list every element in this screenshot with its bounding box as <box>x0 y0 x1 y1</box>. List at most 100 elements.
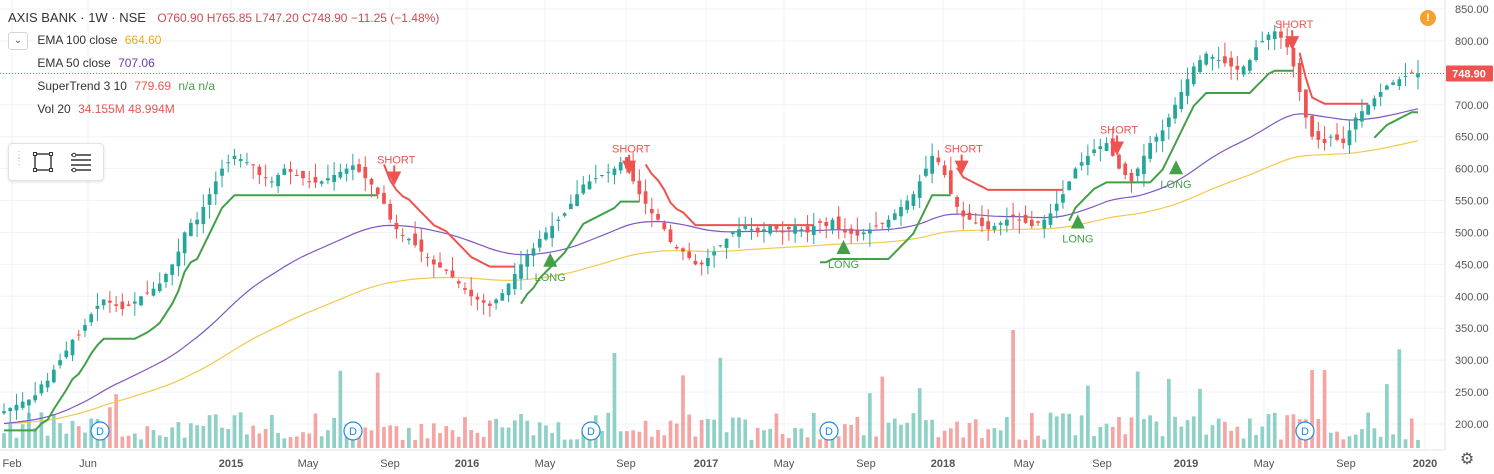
price-tick-label: 650.00 <box>1455 132 1489 144</box>
volume-bar <box>1117 417 1121 448</box>
short-arrow <box>622 160 637 175</box>
volume-bar <box>1397 349 1402 448</box>
volume-bar <box>1229 430 1233 448</box>
volume-bar <box>512 420 517 448</box>
legend-supertrend-row[interactable]: SuperTrend 3 10 779.69 n/a n/a <box>8 75 439 98</box>
volume-bar <box>1104 423 1109 448</box>
chevron-down-icon[interactable]: ⌄ <box>8 31 28 50</box>
candle-body <box>1098 146 1103 150</box>
horizontal-lines-icon[interactable] <box>69 150 93 174</box>
volume-bar <box>251 425 256 448</box>
candle-body <box>961 210 966 217</box>
candle-body <box>924 168 928 176</box>
candle-body <box>874 225 878 227</box>
candle-body <box>1366 104 1371 115</box>
candle-body <box>139 296 143 306</box>
volume-bar <box>1198 388 1202 448</box>
dividend-label: D <box>96 426 104 438</box>
candle-body <box>637 180 642 195</box>
candle-body <box>581 184 586 194</box>
volume-bar <box>120 436 125 448</box>
volume-bar <box>1092 435 1096 448</box>
volume-bar <box>1185 420 1190 448</box>
candle-body <box>1166 117 1171 127</box>
ema100-value: 664.60 <box>124 33 162 47</box>
candle-body <box>319 181 324 184</box>
volume-bar <box>213 414 218 448</box>
volume-bar <box>463 417 467 448</box>
volume-bars <box>2 330 1420 448</box>
short-arrow <box>1285 36 1300 51</box>
volume-bar <box>1135 371 1140 448</box>
time-tick-label: Sep <box>1336 458 1356 470</box>
candle-body <box>1322 139 1327 144</box>
candle-body <box>407 238 411 241</box>
candle-body <box>444 269 449 271</box>
price-axis[interactable]: 200.00 250.00 300.00 350.00 400.00 450.00 500.… <box>1444 0 1489 450</box>
volume-bar <box>201 426 206 448</box>
candle-body <box>519 264 523 279</box>
volume-bar <box>998 430 1003 448</box>
candle-body <box>600 175 604 176</box>
candle-body <box>1036 221 1040 223</box>
drawing-toolbox[interactable]: ⋮ ⋮ <box>8 143 104 181</box>
candle-body <box>930 155 934 174</box>
short-arrow <box>954 160 969 175</box>
ohlc-values: O760.90 H765.85 L747.20 C748.90 −11.25 (… <box>157 11 440 25</box>
price-tick-label: 350.00 <box>1455 323 1489 335</box>
candle-body <box>1353 117 1358 130</box>
supertrend-segment <box>4 194 378 432</box>
candle-body <box>1117 154 1121 169</box>
alert-icon[interactable]: ! <box>1420 10 1436 26</box>
supertrend-segment <box>1298 52 1369 105</box>
candle-body <box>674 246 679 249</box>
volume-bar <box>1279 439 1283 448</box>
volume-bar <box>170 427 175 448</box>
volume-bar <box>730 417 735 448</box>
volume-bar <box>1098 426 1103 448</box>
candle-body <box>843 229 847 233</box>
price-tick-label: 300.00 <box>1455 355 1489 367</box>
rectangle-icon[interactable] <box>31 150 55 174</box>
time-axis[interactable]: Feb Jun 2015 May Sep 2016 May Sep 2017 May Sep 2018… <box>0 449 1445 470</box>
legend-ema50-row[interactable]: EMA 50 close 707.06 <box>8 52 439 75</box>
volume-bar <box>132 433 137 448</box>
legend-volume-row[interactable]: Vol 20 34.155M 48.994M <box>8 98 439 121</box>
time-tick-label: May <box>774 458 795 470</box>
volume-bar <box>475 432 480 448</box>
candle-body <box>8 408 13 412</box>
drag-handle-icon[interactable]: ⋮ ⋮ <box>14 150 24 167</box>
candle-body <box>500 293 505 301</box>
candle-body <box>344 168 349 174</box>
legend-ema100-row[interactable]: ⌄ EMA 100 close 664.60 <box>8 29 439 52</box>
volume-bar <box>1341 439 1346 448</box>
candle-body <box>687 251 692 258</box>
volume-bar <box>1260 426 1265 448</box>
volume-bar <box>1322 370 1327 448</box>
candle-body <box>1291 47 1296 67</box>
volume-bar <box>83 432 87 448</box>
candle-body <box>469 289 474 297</box>
price-tick-label: 400.00 <box>1455 291 1489 303</box>
candle-body <box>463 288 467 290</box>
candle-body <box>762 229 766 232</box>
candle-body <box>531 248 536 256</box>
dividend-marker <box>90 421 110 441</box>
candle-body <box>942 165 947 175</box>
volume-bar <box>1223 421 1227 448</box>
candle-body <box>992 226 997 230</box>
candle-body <box>394 222 399 230</box>
candle-body <box>980 217 984 227</box>
ema-50-line <box>3 108 1419 425</box>
volume-bar <box>126 435 131 448</box>
volume-bar <box>899 424 903 448</box>
time-tick-label: May <box>298 458 319 470</box>
candle-body <box>226 162 231 164</box>
gear-icon[interactable]: ⚙ <box>1459 451 1475 468</box>
volume-bar <box>139 439 143 448</box>
volume-bar <box>375 372 380 448</box>
candle-body <box>431 259 436 265</box>
candle-body <box>419 239 424 252</box>
volume-bar <box>886 422 891 448</box>
